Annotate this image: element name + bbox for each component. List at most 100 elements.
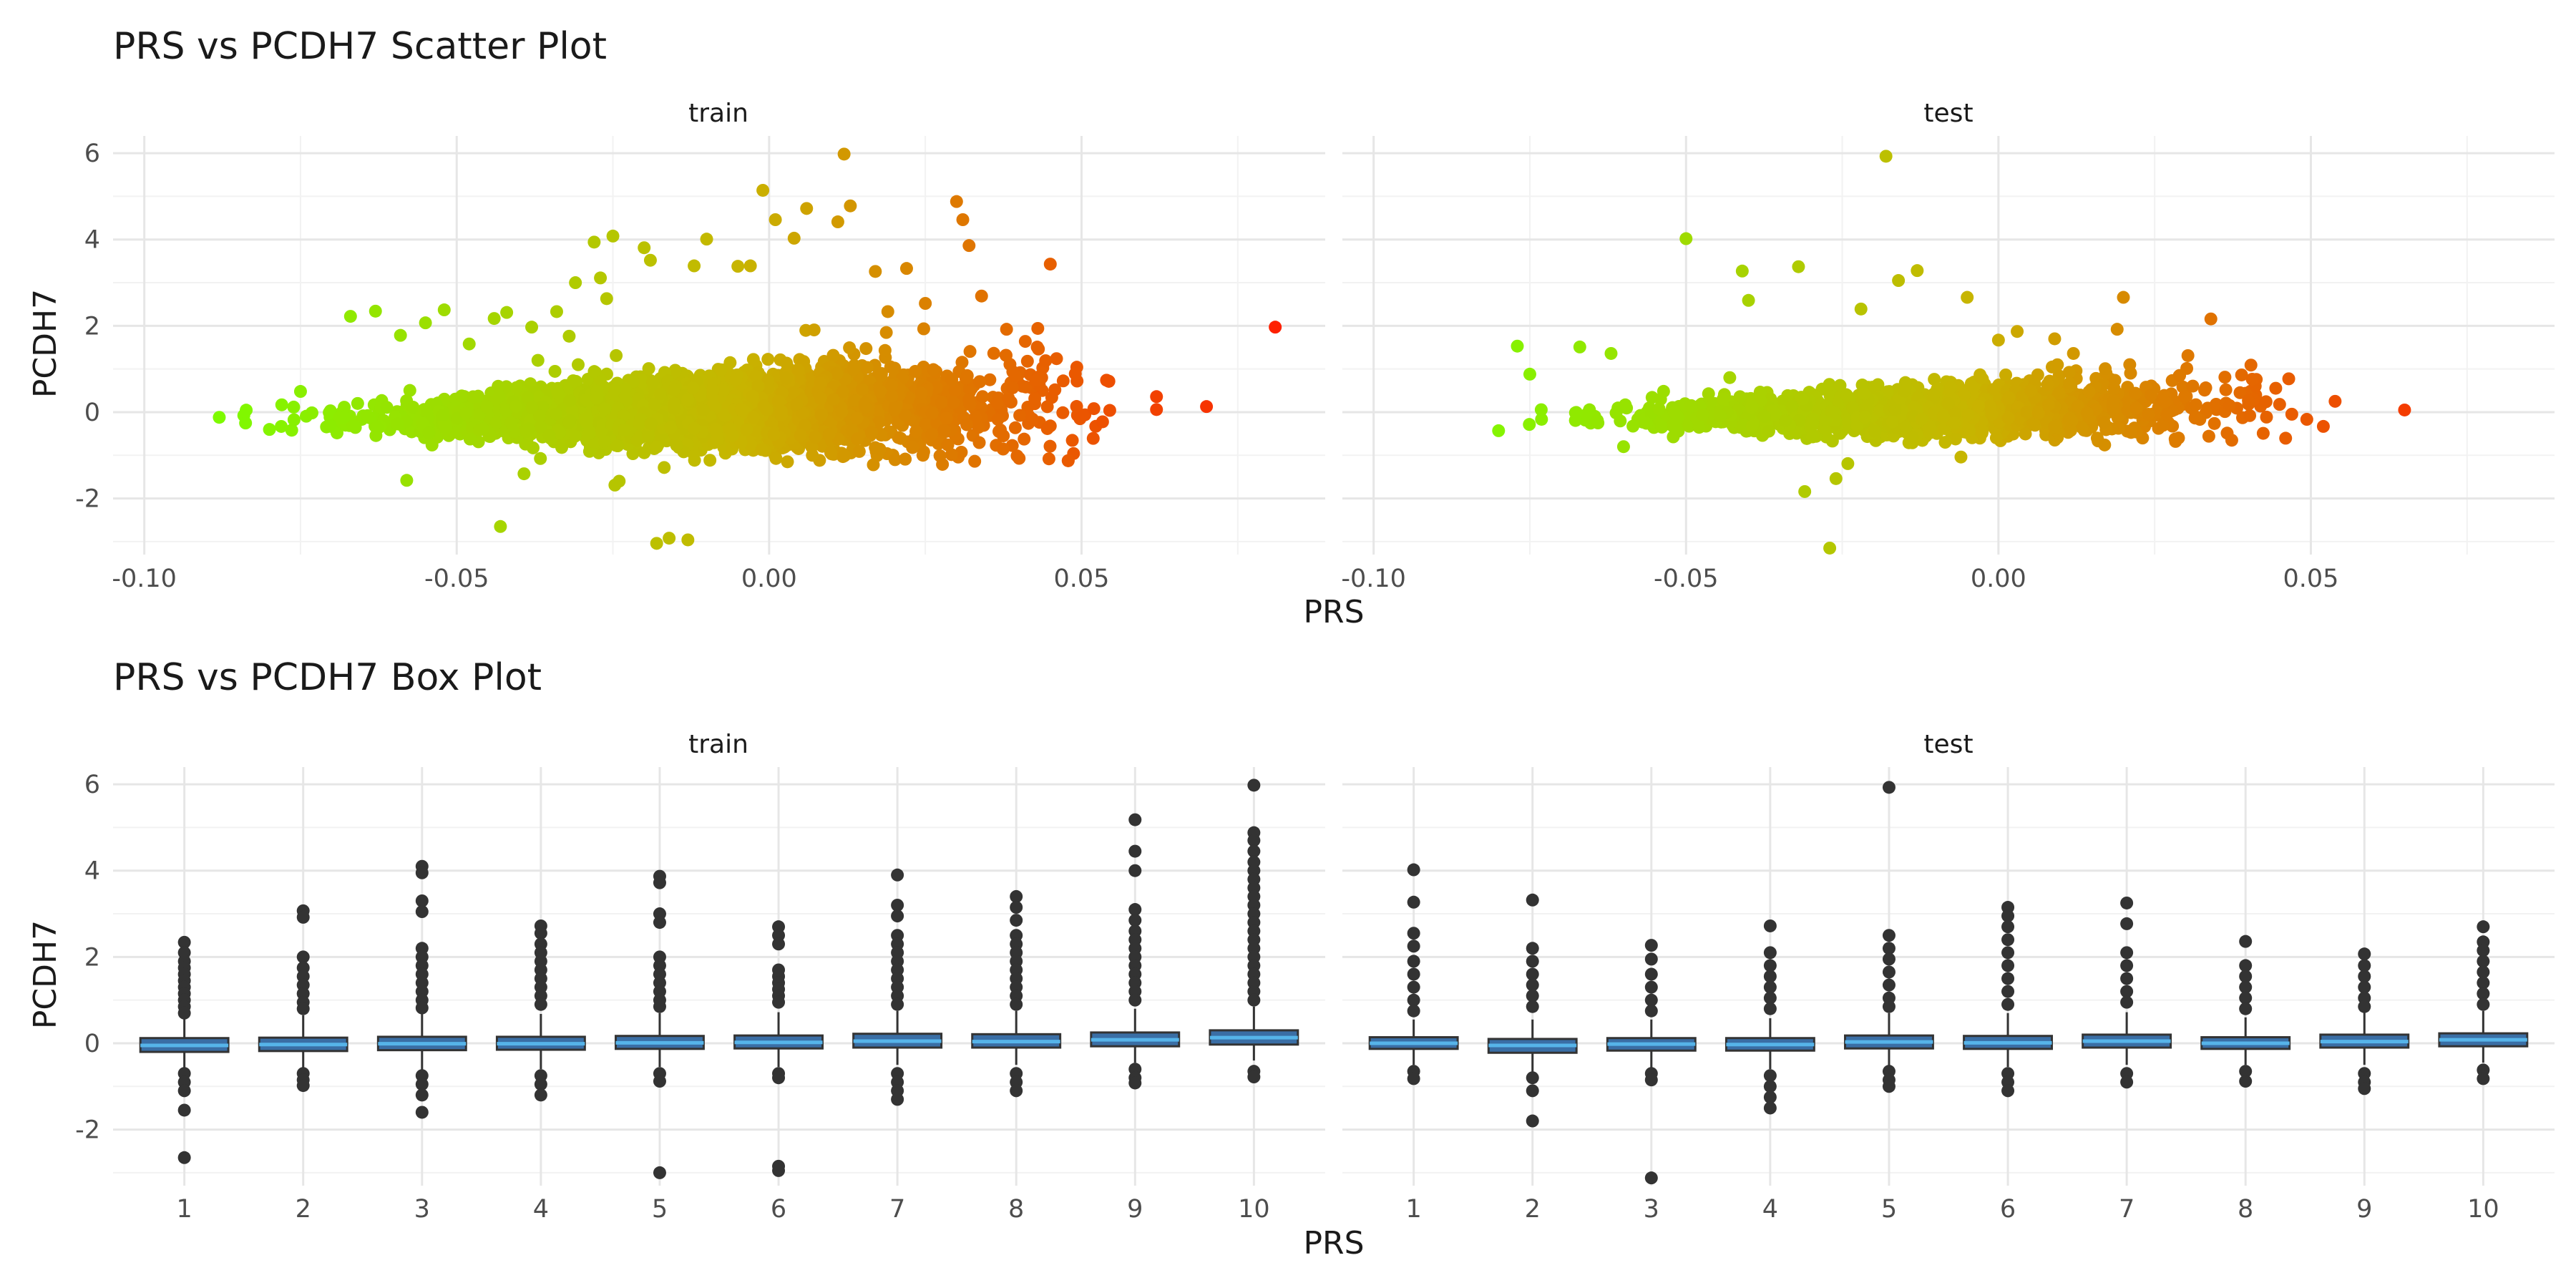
- scatter-point: [787, 231, 801, 245]
- scatter-point: [969, 410, 982, 424]
- scatter-point: [826, 393, 840, 406]
- scatter-point: [1269, 321, 1282, 334]
- scatter-point: [1096, 415, 1109, 429]
- scatter-point: [462, 337, 476, 351]
- scatter-point: [287, 400, 301, 414]
- scatter-point: [563, 394, 577, 408]
- x-tick-label: 0.00: [1971, 565, 2026, 593]
- scatter-point: [874, 429, 888, 442]
- scatter-point: [579, 412, 592, 426]
- scatter-point: [1043, 419, 1057, 433]
- scatter-panel-train: -0.10 -0.05 0.00 0.05: [112, 136, 1325, 593]
- scatter-point: [1015, 379, 1029, 393]
- scatter-point: [837, 147, 851, 161]
- scatter-point: [380, 401, 394, 414]
- scatter-point: [881, 305, 894, 318]
- scatter-point: [1056, 406, 1070, 419]
- scatter-point: [2235, 368, 2248, 381]
- scatter-point: [333, 411, 346, 424]
- scatter-point: [668, 364, 682, 377]
- scatter-point: [1002, 391, 1015, 405]
- scatter-point: [2176, 380, 2190, 394]
- scatter-point: [869, 441, 882, 454]
- scatter-point: [937, 423, 951, 436]
- scatter-point: [800, 202, 814, 215]
- scatter-point: [963, 345, 977, 358]
- scatter-point: [644, 417, 658, 431]
- scatter-point: [714, 363, 728, 376]
- scatter-point: [1103, 404, 1116, 417]
- scatter-point: [771, 394, 785, 408]
- scatter-point: [275, 419, 288, 433]
- scatter-point: [598, 402, 612, 416]
- scatter-point: [533, 409, 547, 423]
- scatter-point: [653, 387, 667, 401]
- scatter-point: [1999, 368, 2013, 381]
- scatter-point: [874, 369, 888, 382]
- scatter-point: [731, 260, 745, 273]
- scatter-point: [888, 453, 902, 467]
- scatter-point: [1039, 354, 1053, 368]
- scatter-point: [638, 446, 651, 459]
- scatter-point: [948, 384, 962, 398]
- scatter-point: [976, 390, 990, 404]
- scatter-point: [805, 440, 819, 454]
- scatter-point: [1068, 367, 1082, 381]
- scatter-point: [1100, 374, 1113, 387]
- scatter-point: [648, 397, 661, 411]
- scatter-point: [500, 306, 514, 319]
- scatter-point: [463, 432, 477, 446]
- scatter-point: [580, 393, 593, 406]
- scatter-point: [406, 401, 420, 414]
- scatter-point: [987, 346, 1000, 360]
- scatter-point: [919, 297, 932, 310]
- scatter-point: [521, 391, 535, 404]
- scatter-point: [769, 213, 782, 226]
- scatter-point: [681, 533, 695, 547]
- scatter-point: [925, 406, 939, 420]
- scatter-point: [1150, 403, 1163, 416]
- scatter-point: [1018, 432, 1031, 446]
- scatter-point: [838, 449, 852, 462]
- scatter-point: [459, 406, 472, 420]
- scatter-point: [780, 356, 794, 370]
- scatter-point: [2220, 426, 2234, 440]
- scatter-point: [769, 452, 783, 465]
- scatter-point: [749, 369, 763, 383]
- scatter-point: [550, 384, 564, 398]
- scatter-point: [1061, 454, 1075, 467]
- scatter-point: [681, 393, 695, 406]
- scatter-point: [956, 213, 970, 226]
- scatter-point: [534, 452, 547, 465]
- scatter-point: [489, 416, 503, 429]
- scatter-point: [439, 421, 453, 434]
- scatter-point: [787, 386, 801, 400]
- scatter-point: [1043, 258, 1057, 271]
- scatter-point: [525, 321, 539, 334]
- scatter-point: [740, 423, 753, 436]
- scatter-point: [548, 364, 562, 378]
- scatter-point: [494, 519, 507, 533]
- scatter-point: [670, 439, 683, 452]
- scatter-point: [867, 458, 880, 472]
- scatter-point: [864, 426, 878, 440]
- scatter-point: [643, 253, 657, 267]
- scatter-point: [809, 430, 822, 444]
- scatter-point: [361, 409, 374, 422]
- scatter-point: [467, 390, 480, 404]
- scatter-point: [925, 427, 939, 441]
- scatter-point: [927, 363, 940, 376]
- scatter-point: [646, 375, 660, 389]
- scatter-point: [455, 389, 469, 403]
- scatter-point: [940, 411, 953, 425]
- scatter-plot-title: PRS vs PCDH7 Scatter Plot: [113, 25, 607, 68]
- scatter-point: [480, 400, 494, 414]
- scatter-point: [668, 401, 681, 415]
- scatter-point: [718, 409, 732, 422]
- scatter-point: [703, 454, 717, 467]
- scatter-point: [562, 329, 576, 343]
- scatter-point: [613, 474, 626, 488]
- scatter-point: [960, 418, 974, 431]
- scatter-point: [734, 436, 748, 449]
- scatter-point: [859, 400, 872, 414]
